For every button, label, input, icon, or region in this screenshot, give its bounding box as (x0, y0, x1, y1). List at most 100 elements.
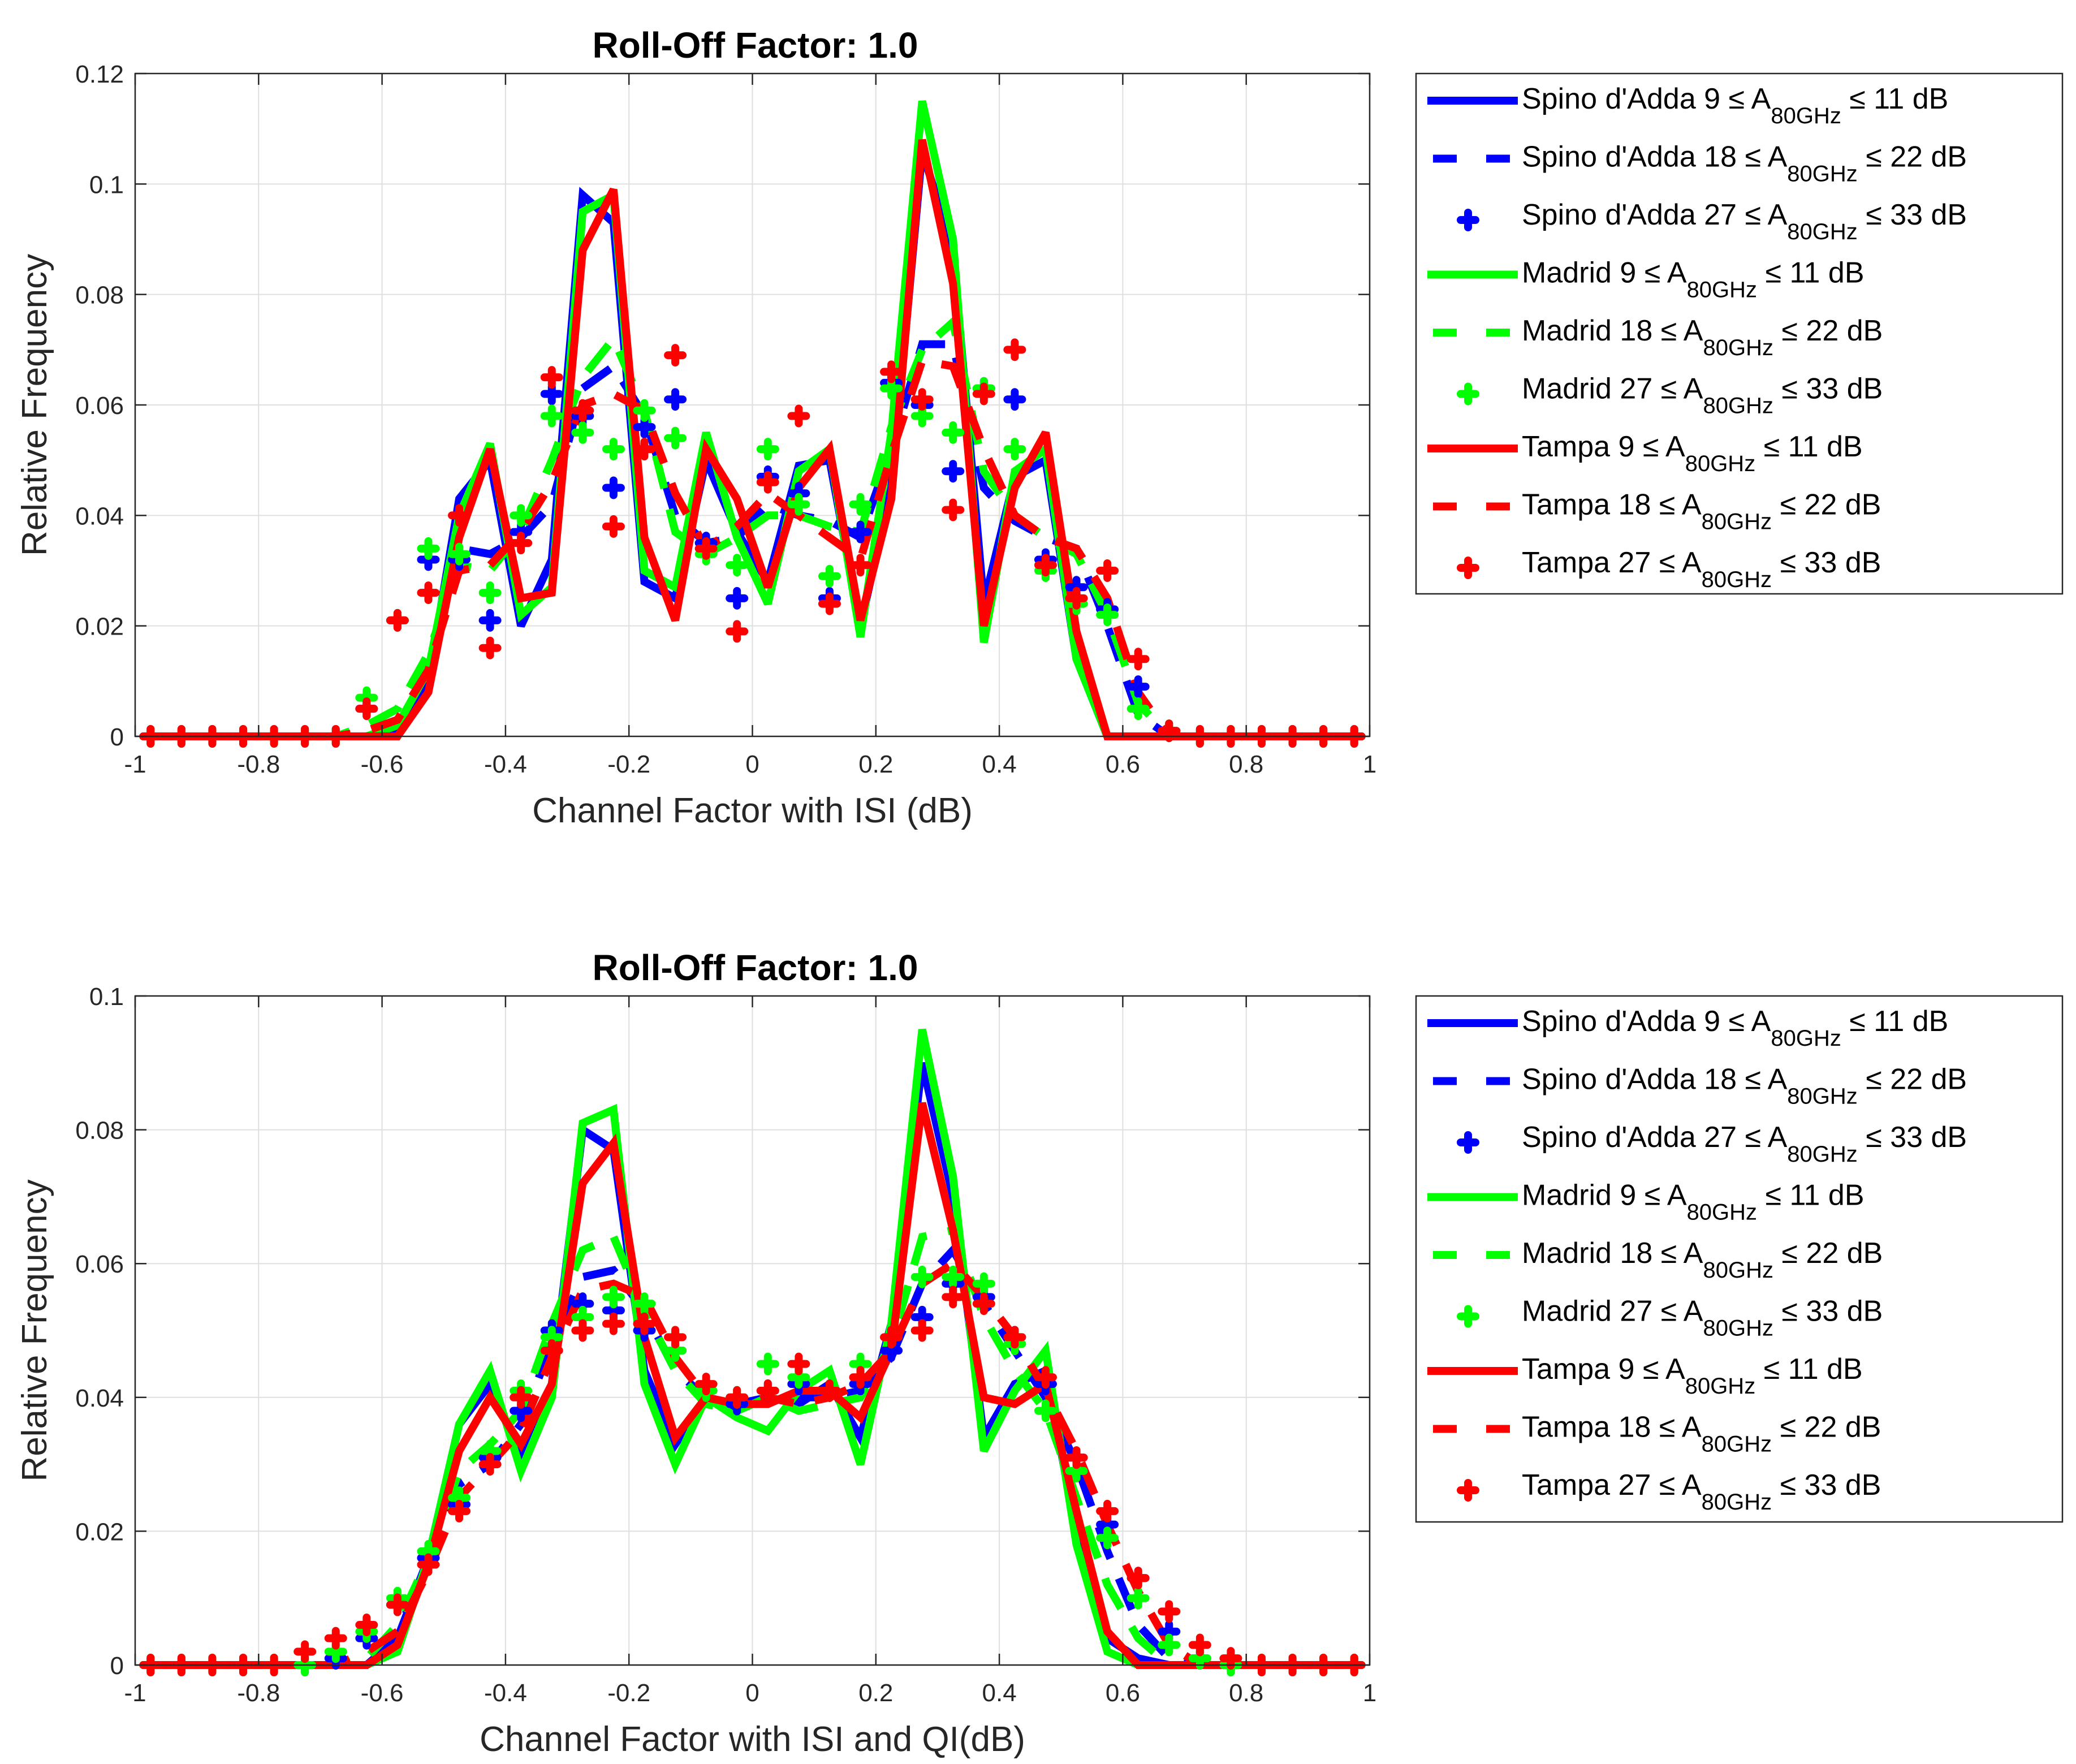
x-axis-label: Channel Factor with ISI and QI(dB) (480, 1720, 1025, 1759)
legend-label-tail: ≤ 22 dB (1772, 1411, 1881, 1444)
data-point (602, 476, 625, 499)
y-tick-label: 0 (110, 1652, 124, 1680)
y-tick-label: 0.1 (89, 983, 124, 1011)
chart-title: Roll-Off Factor: 1.0 (592, 947, 918, 988)
legend-item-1: Spino d'Adda 9 ≤ A80GHz ≤ 11 dB (1427, 83, 1948, 128)
ticks: -1 -0.8 -0.6 -0.4 -0.2 0 0.2 0.4 0.6 0.8 1 0 0.02 0.0… (75, 983, 1376, 1707)
data-point (1127, 675, 1150, 698)
data-point (1065, 1446, 1088, 1469)
data-point (602, 1312, 625, 1335)
data-point (355, 697, 378, 721)
data-point (448, 504, 471, 527)
legend-label-main: Tampa 27 ≤ A (1522, 546, 1702, 579)
data-point (633, 438, 656, 461)
y-tick-label: 0.02 (75, 1518, 124, 1546)
x-tick-label: -0.8 (237, 1679, 280, 1707)
legend-marker (1457, 1479, 1479, 1502)
legend-marker (1457, 382, 1479, 406)
legend-label-main: Madrid 18 ≤ A (1522, 1237, 1703, 1270)
chart-2: -1 -0.8 -0.6 -0.4 -0.2 0 0.2 0.4 0.6 0.8 1 0 0.02 0.0… (15, 947, 2064, 1759)
data-point (756, 438, 779, 461)
legend-label-tail: ≤ 33 dB (1773, 373, 1883, 406)
legend-label-main: Spino d'Adda 27 ≤ A (1522, 1121, 1788, 1154)
data-point (417, 1553, 440, 1576)
y-tick-label: 0.12 (75, 61, 124, 88)
legend-label-main: Spino d'Adda 18 ≤ A (1522, 141, 1788, 174)
legend-label-tail: ≤ 11 dB (1757, 257, 1864, 290)
data-point (1127, 1586, 1150, 1610)
x-tick-label: 0.4 (982, 1679, 1017, 1707)
data-point (1127, 697, 1150, 721)
legend-label-main: Spino d'Adda 18 ≤ A (1522, 1063, 1788, 1096)
x-tick-label: -1 (124, 1679, 146, 1707)
data-point (756, 471, 779, 494)
y-axis-label: Relative Frequency (15, 1179, 54, 1481)
legend-label: Tampa 9 ≤ A80GHz ≤ 11 dB (1522, 1353, 1863, 1399)
legend-item-8: Tampa 18 ≤ A80GHz ≤ 22 dB (1433, 1411, 1881, 1457)
legend-marker (1457, 1131, 1479, 1154)
data-point (849, 493, 872, 516)
data-point (942, 1265, 965, 1288)
legend-label: Tampa 9 ≤ A80GHz ≤ 11 dB (1522, 430, 1863, 476)
data-point (910, 404, 934, 428)
data-point (942, 460, 965, 483)
x-tick-label: -0.6 (361, 751, 404, 778)
data-point (1034, 1399, 1057, 1422)
legend-label-tail: ≤ 33 dB (1773, 1295, 1883, 1328)
legend-item-2: Spino d'Adda 18 ≤ A80GHz ≤ 22 dB (1433, 1063, 1967, 1109)
data-point (1096, 1499, 1119, 1523)
legend-item-7: Tampa 9 ≤ A80GHz ≤ 11 dB (1427, 430, 1863, 476)
legend-label-sub: 80GHz (1687, 1200, 1758, 1225)
data-point (478, 609, 502, 632)
x-tick-label: 0.8 (1229, 751, 1263, 778)
x-tick-label: 1 (1363, 751, 1376, 778)
data-point (571, 1319, 594, 1342)
x-tick-label: 0.2 (858, 751, 893, 778)
legend-label-tail: ≤ 22 dB (1858, 141, 1967, 174)
legend-label-sub: 80GHz (1702, 567, 1772, 592)
legend-label-main: Spino d'Adda 27 ≤ A (1522, 199, 1788, 231)
legend-label-tail: ≤ 11 dB (1841, 83, 1948, 115)
x-tick-label: -0.2 (607, 1679, 650, 1707)
data-point (694, 1373, 718, 1396)
legend-label: Tampa 18 ≤ A80GHz ≤ 22 dB (1522, 489, 1881, 534)
legend-label-tail: ≤ 11 dB (1755, 1353, 1862, 1386)
data-point (1158, 1600, 1181, 1623)
legend-box (1415, 995, 2064, 1523)
legend-label-tail: ≤ 11 dB (1757, 1179, 1864, 1212)
legend-label: Tampa 27 ≤ A80GHz ≤ 33 dB (1522, 1469, 1881, 1515)
data-point (880, 360, 903, 383)
legend-item-3: Spino d'Adda 27 ≤ A80GHz ≤ 33 dB (1457, 199, 1967, 244)
legend-label-sub: 80GHz (1771, 1026, 1841, 1051)
data-point (1034, 554, 1057, 577)
legend-item-6: Madrid 27 ≤ A80GHz ≤ 33 dB (1457, 1295, 1883, 1341)
x-tick-label: 1 (1363, 1679, 1376, 1707)
y-tick-label: 0.02 (75, 613, 124, 641)
data-point (633, 1312, 656, 1335)
legend: Spino d'Adda 9 ≤ A80GHz ≤ 11 dB Spino d'A… (1415, 72, 2064, 595)
data-point (633, 399, 656, 422)
data-point (1003, 438, 1026, 461)
data-point (633, 1292, 656, 1316)
data-point (664, 426, 687, 450)
legend-label-sub: 80GHz (1703, 335, 1773, 360)
data-point (540, 382, 563, 406)
data-point (818, 1379, 841, 1402)
chart-title: Roll-Off Factor: 1.0 (592, 25, 918, 66)
data-point (787, 1352, 810, 1375)
data-point (910, 1265, 934, 1288)
legend-label-main: Spino d'Adda 9 ≤ A (1522, 1005, 1771, 1038)
data-point (633, 416, 656, 439)
legend-item-8: Tampa 18 ≤ A80GHz ≤ 22 dB (1433, 489, 1881, 534)
legend-label-tail: ≤ 33 dB (1772, 1469, 1881, 1502)
y-tick-label: 0.04 (75, 502, 124, 530)
x-tick-label: 0.4 (982, 751, 1017, 778)
legend-label-tail: ≤ 33 dB (1858, 1121, 1967, 1154)
data-point (972, 1292, 995, 1316)
series-line-8 (150, 356, 1354, 740)
data-point (355, 1614, 378, 1637)
legend-item-4: Madrid 9 ≤ A80GHz ≤ 11 dB (1427, 257, 1864, 303)
data-point (510, 1386, 533, 1409)
legend-label-tail: ≤ 22 dB (1858, 1063, 1967, 1096)
legend-label-sub: 80GHz (1687, 278, 1758, 303)
